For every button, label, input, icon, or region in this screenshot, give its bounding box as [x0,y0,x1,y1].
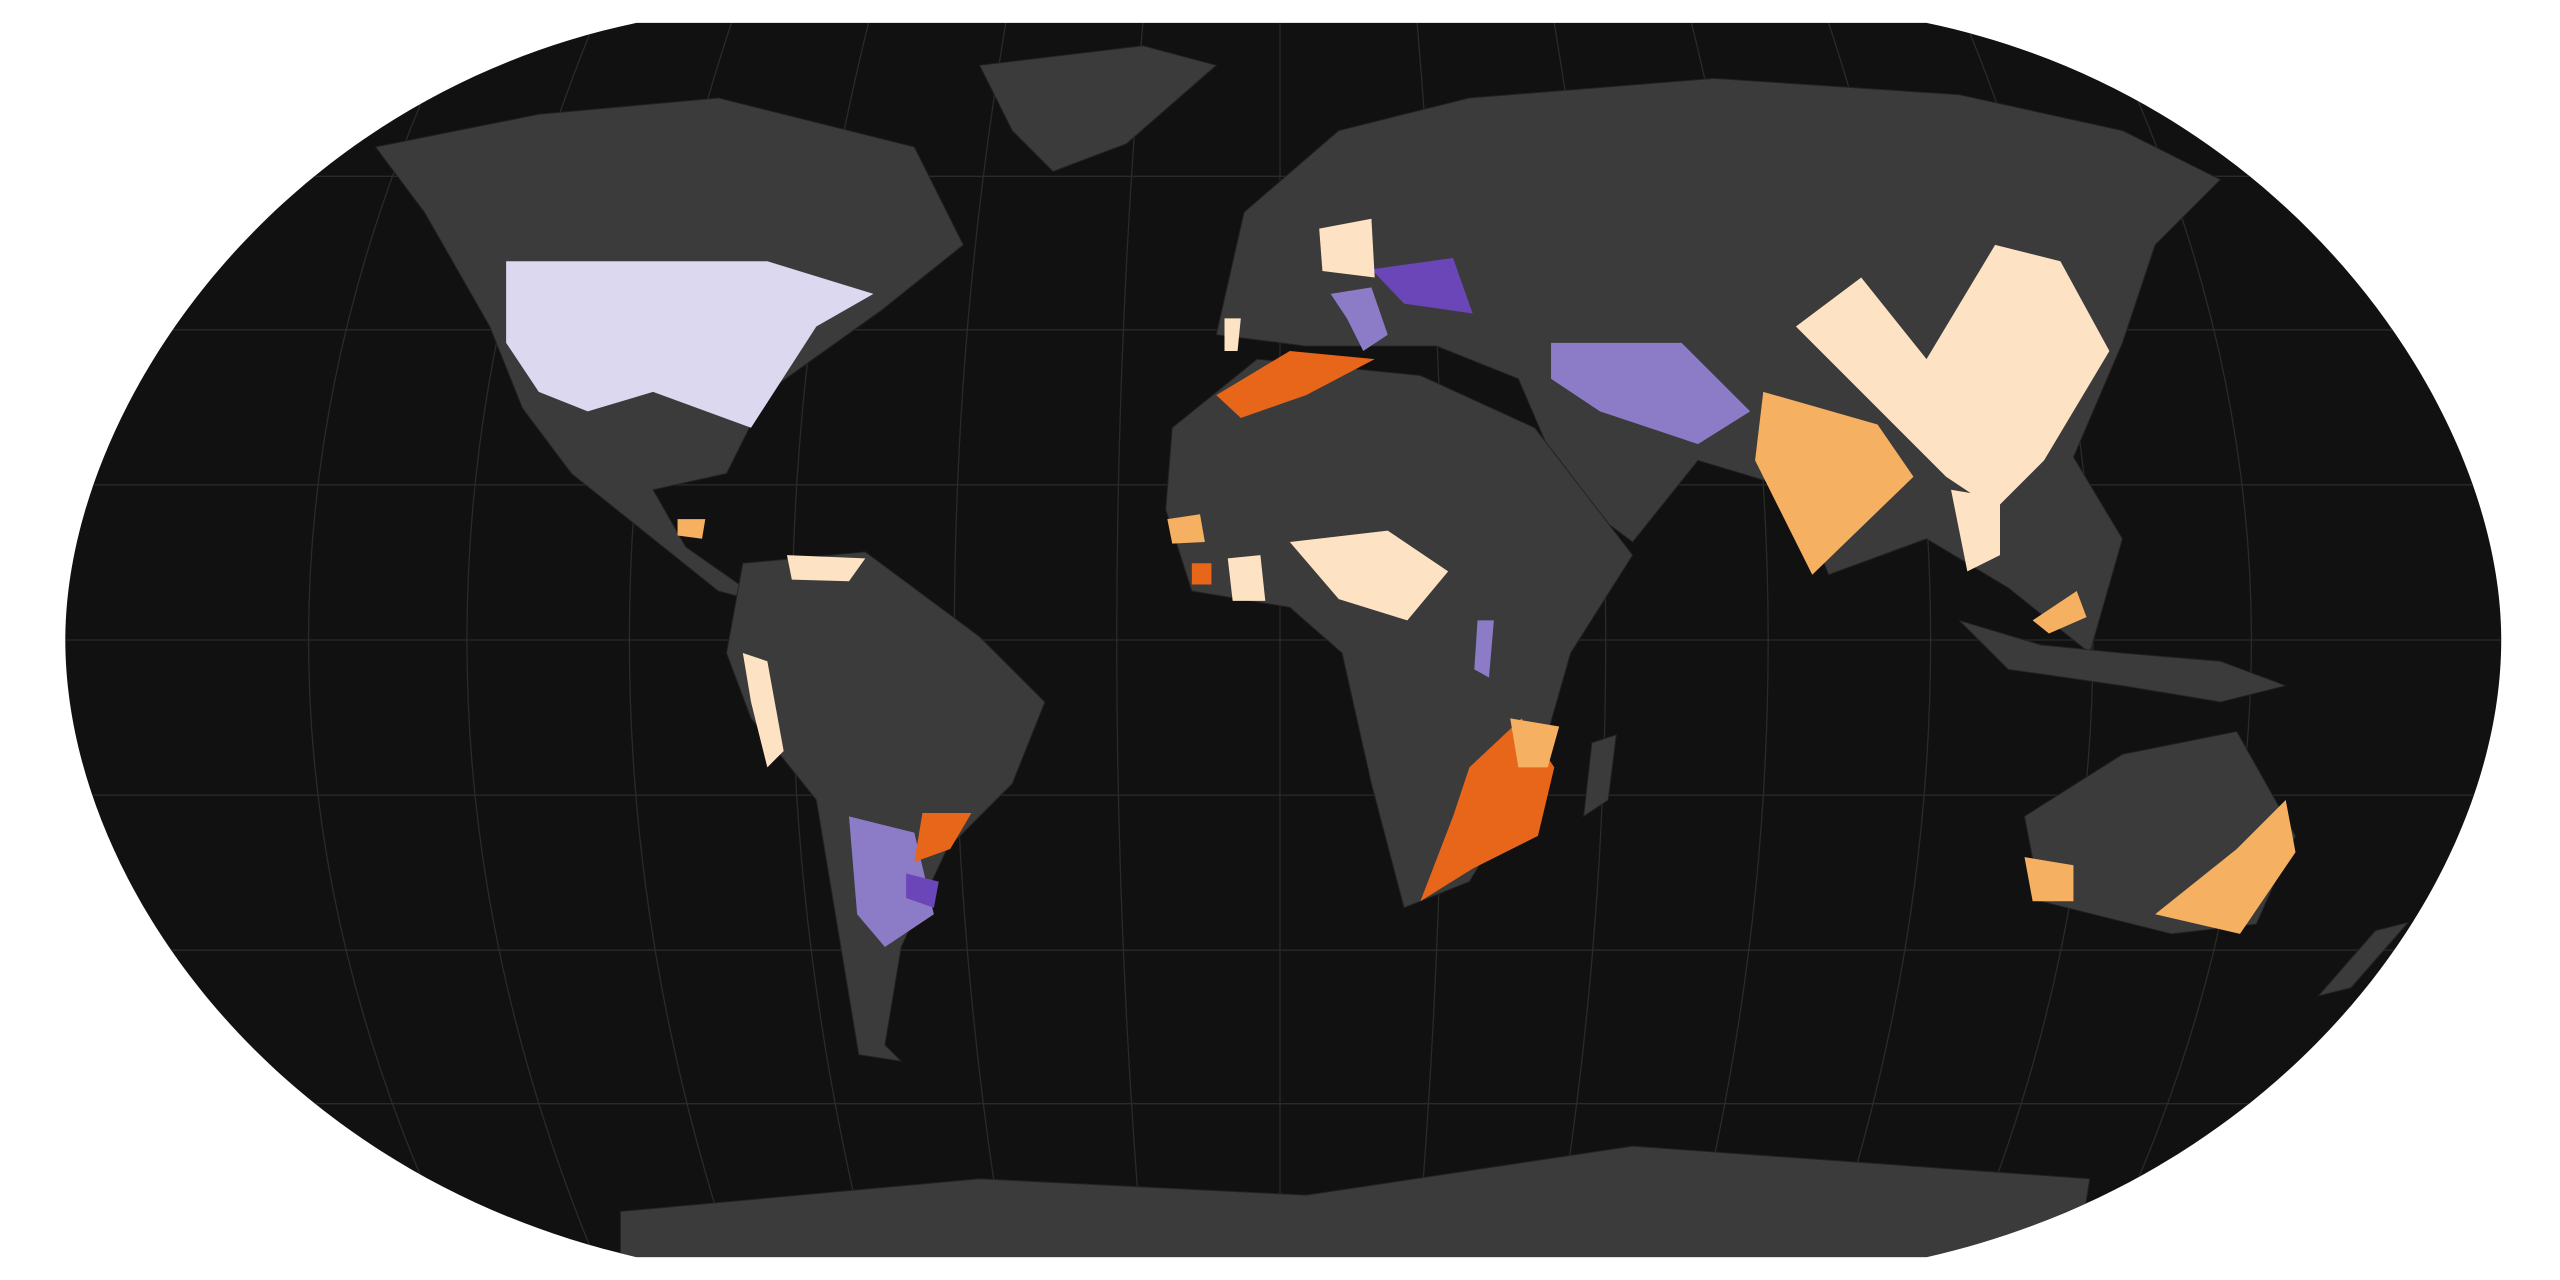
region-ghana [1227,555,1266,601]
region-central-asia [1551,342,1751,445]
highlighted-regions [506,218,2296,947]
region-andes [742,653,784,768]
new-zealand [2316,921,2410,997]
region-uruguay [906,873,939,908]
region-eastern-europe [1371,257,1473,314]
region-china [1795,244,2110,510]
region-argentina [848,816,934,947]
region-usa [506,261,874,428]
madagascar [1583,733,1617,818]
region-morocco [1216,351,1375,418]
region-caribbean [786,555,866,582]
indonesia [1958,619,2288,703]
antarctica [619,1145,2091,1258]
region-australia-east [2155,800,2296,934]
region-france [1319,218,1375,278]
region-borneo [2032,591,2087,634]
region-west-africa [1289,530,1449,621]
region-italy [1330,287,1388,352]
region-senegal [1167,514,1205,544]
region-east-africa [1474,620,1494,678]
region-central-america [677,519,706,539]
region-portugal [1224,318,1241,352]
region-mozambique [1510,718,1560,768]
region-india [1755,391,1914,575]
region-australia-west [2024,857,2074,902]
greenland [978,45,1218,172]
region-south-brazil [914,813,972,863]
region-sierra-leone [1191,563,1212,585]
